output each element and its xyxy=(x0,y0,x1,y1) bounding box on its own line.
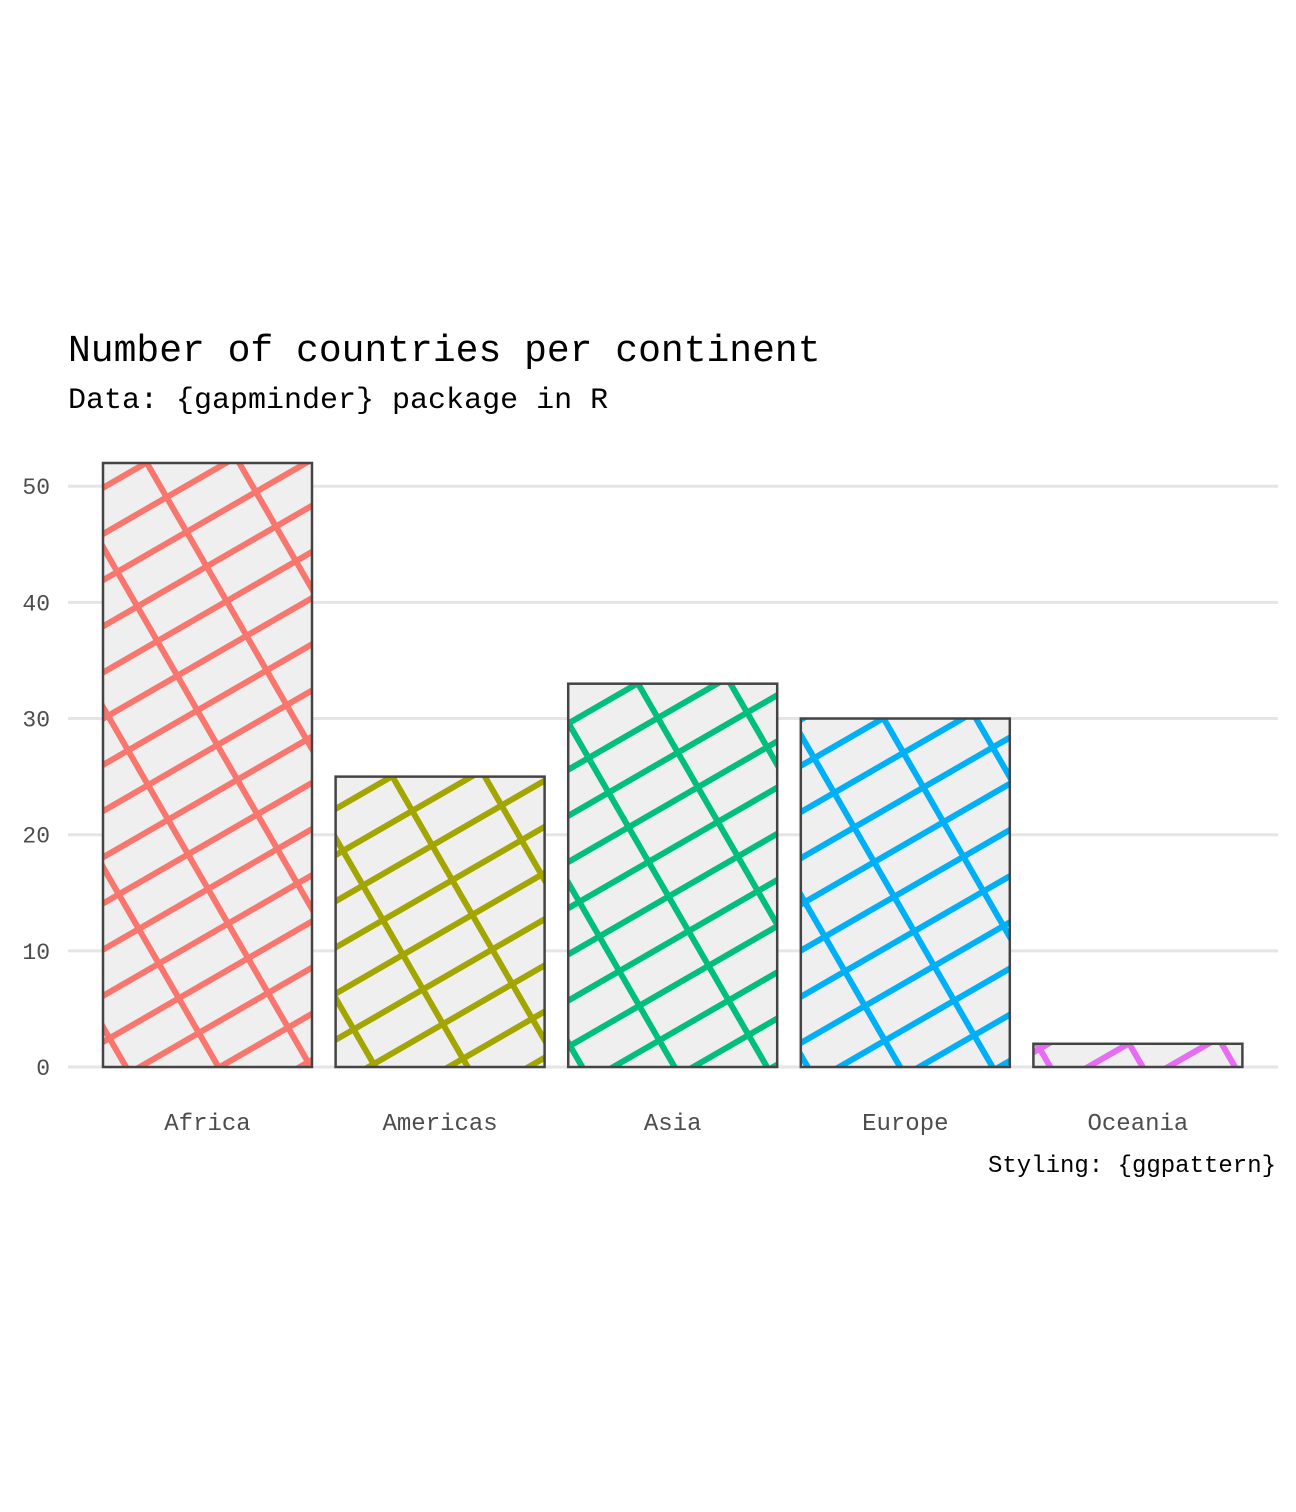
y-tick-label: 10 xyxy=(22,940,50,966)
bar-oceania xyxy=(1032,1042,1244,1069)
chart-subtitle: Data: {gapminder} package in R xyxy=(68,384,608,418)
x-tick-label: Europe xyxy=(862,1111,948,1138)
y-tick-label: 40 xyxy=(22,591,50,617)
x-tick-label: Asia xyxy=(644,1111,702,1138)
x-tick-label: Oceania xyxy=(1087,1111,1188,1138)
bar-asia xyxy=(566,682,779,1069)
y-axis-tick-labels: 0 10 20 30 40 50 xyxy=(22,475,50,1082)
bars xyxy=(101,461,1244,1069)
x-tick-label: Americas xyxy=(382,1111,497,1138)
bar-americas xyxy=(334,775,546,1069)
y-tick-label: 30 xyxy=(22,708,50,734)
bar-europe xyxy=(799,717,1012,1069)
y-tick-label: 50 xyxy=(22,475,50,501)
x-axis-tick-labels: Africa Americas Asia Europe Oceania xyxy=(164,1111,1188,1138)
chart-title: Number of countries per continent xyxy=(68,330,821,373)
y-tick-label: 0 xyxy=(36,1056,50,1082)
chart-caption: Styling: {ggpattern} xyxy=(988,1153,1276,1180)
bar-africa xyxy=(101,461,314,1069)
y-tick-label: 20 xyxy=(22,824,50,850)
x-tick-label: Africa xyxy=(164,1111,250,1138)
